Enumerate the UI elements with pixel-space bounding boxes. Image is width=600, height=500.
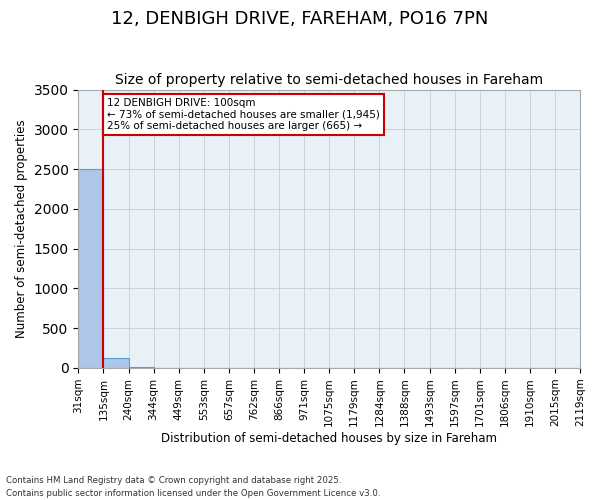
Y-axis label: Number of semi-detached properties: Number of semi-detached properties [15,120,28,338]
Bar [79,169,103,368]
X-axis label: Distribution of semi-detached houses by size in Fareham: Distribution of semi-detached houses by … [161,432,497,445]
Text: 12 DENBIGH DRIVE: 100sqm
← 73% of semi-detached houses are smaller (1,945)
25% o: 12 DENBIGH DRIVE: 100sqm ← 73% of semi-d… [107,98,380,131]
Bar [103,358,128,368]
Text: Contains HM Land Registry data © Crown copyright and database right 2025.
Contai: Contains HM Land Registry data © Crown c… [6,476,380,498]
Text: 12, DENBIGH DRIVE, FAREHAM, PO16 7PN: 12, DENBIGH DRIVE, FAREHAM, PO16 7PN [112,10,488,28]
Title: Size of property relative to semi-detached houses in Fareham: Size of property relative to semi-detach… [115,73,543,87]
Bar [128,367,154,368]
